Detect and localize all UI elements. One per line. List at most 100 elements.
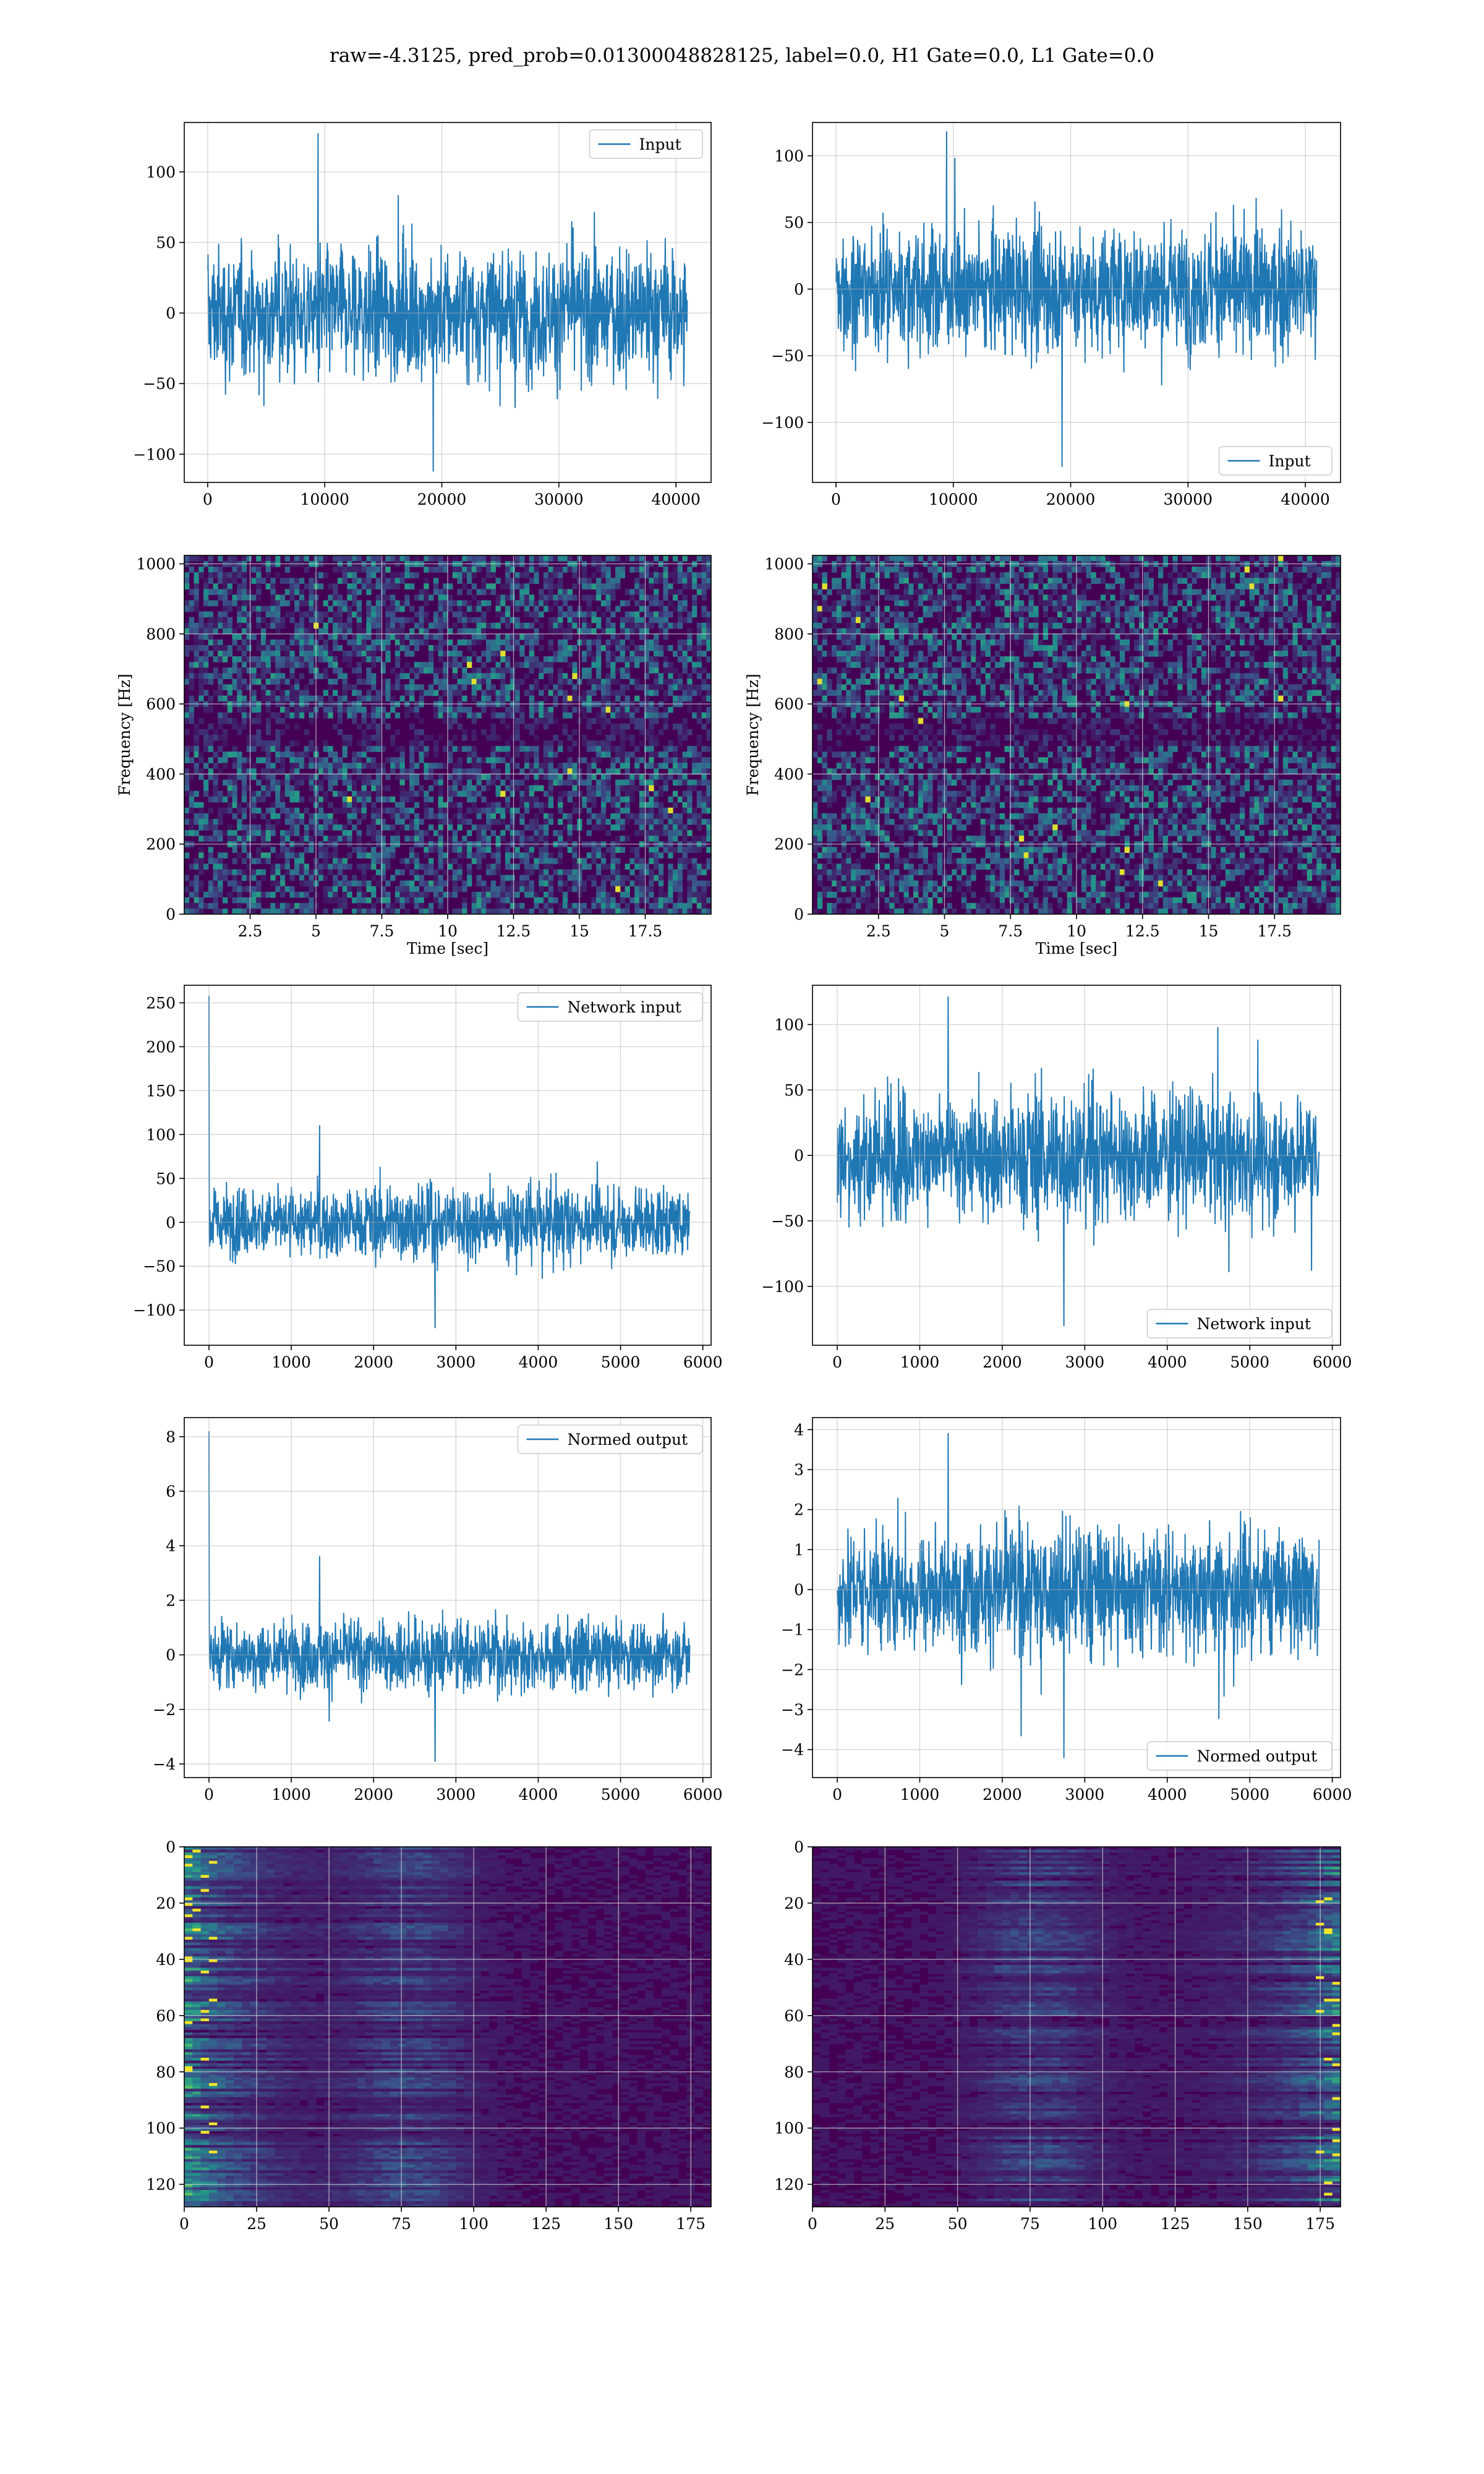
x-tick-label: 5000 [601,1353,641,1371]
y-tick-label: −3 [781,1701,804,1719]
legend: Input [1218,446,1333,476]
x-tick-label: 1000 [271,1353,311,1371]
legend: Network input [1146,1309,1333,1338]
x-tick-label: 30000 [1164,490,1213,508]
y-tick-label: 250 [146,994,176,1012]
y-tick-label: −4 [781,1741,804,1759]
x-tick-label: 5000 [1230,1353,1269,1371]
x-tick-label: 125 [531,2215,561,2233]
y-tick-label: 0 [794,905,804,923]
subplot-r4-c0: 0 25 50 75 100 125 150 175 0 20 40 60 80 100 120 [146,1838,712,2233]
plot-area [812,1847,1341,2207]
grid-lines [812,985,1341,1345]
y-tick-label: −50 [143,1257,176,1275]
y-tick-label: 100 [774,147,804,165]
x-tick-label: 3000 [1065,1353,1105,1371]
x-tick-label: 15 [1199,922,1219,940]
x-tick-label: 100 [459,2215,488,2233]
x-tick-label: 100 [1088,2215,1117,2233]
x-tick-label: 2000 [354,1786,393,1804]
y-tick-label: 60 [784,2007,804,2025]
x-tick-label: 6000 [1313,1786,1352,1804]
plot-area [208,995,691,1329]
legend-label: Normed output [1197,1747,1318,1765]
x-tick-label: 0 [179,2215,189,2233]
axes-frame [812,985,1341,1346]
y-tick-label: −100 [133,1301,176,1319]
y-axis-label: Frequency [Hz] [116,674,134,796]
grid-lines [184,122,711,482]
x-tick-label: 4000 [519,1353,558,1371]
x-tick-label: 0 [203,490,213,508]
x-tick-label: 50 [319,2215,339,2233]
subplot-r4-c1: 0 25 50 75 100 125 150 175 0 20 40 60 80 100 120 [774,1838,1341,2233]
x-tick-label: 40000 [651,490,701,508]
subplot-r1-c0: 2.5 5 7.5 10 12.5 15 17.5 0 200 400 600 800 1000 Time… [116,555,712,957]
x-tick-label: 30000 [534,490,584,508]
axes-frame [184,1846,712,2207]
ticks: 0 10000 20000 30000 40000 −100 −50 0 50 100 [133,163,701,508]
plot-area [184,1847,711,2207]
legend-label: Input [639,135,681,153]
x-tick-label: 150 [1233,2215,1263,2233]
y-tick-label: 100 [146,163,176,181]
ticks: 0 10000 20000 30000 40000 −100 −50 0 50 100 [761,147,1330,508]
y-tick-label: 50 [156,1170,176,1188]
x-axis-label: Time [sec] [1036,940,1117,957]
ticks: 0 1000 2000 3000 4000 5000 6000 −100 −50 0 50 100 [761,1016,1352,1371]
y-tick-label: −2 [153,1701,176,1719]
x-tick-label: 5 [311,922,321,940]
x-tick-label: 1000 [271,1786,311,1804]
x-tick-label: 0 [832,1786,842,1804]
y-tick-label: 20 [784,1894,804,1912]
x-tick-label: 15 [569,922,589,940]
plot-area [208,1431,691,1762]
y-tick-label: 50 [784,1081,804,1099]
x-tick-label: 5000 [1230,1786,1269,1804]
x-tick-label: 20000 [1046,490,1096,508]
y-tick-label: 4 [794,1421,804,1439]
grid-lines [184,555,711,915]
y-tick-label: 40 [784,1951,804,1969]
grid-lines [812,555,1341,915]
x-tick-label: 3000 [437,1353,476,1371]
x-tick-label: 75 [1020,2215,1040,2233]
heatmap-cells [812,1847,1341,2207]
y-tick-label: 800 [774,625,804,643]
axes-frame [184,122,712,483]
series-line [207,133,688,472]
x-tick-label: 0 [204,1786,214,1804]
ticks: 0 25 50 75 100 125 150 175 0 20 40 60 80 100 120 [774,1838,1335,2233]
y-tick-label: −1 [781,1621,804,1639]
x-tick-label: 17.5 [1257,922,1292,940]
legend-label: Input [1269,452,1311,470]
ticks: 2.5 5 7.5 10 12.5 15 17.5 0 200 400 600 800 1000 [764,555,1292,940]
y-tick-label: 0 [166,304,176,322]
axes-frame [184,1417,712,1778]
x-tick-label: 7.5 [370,922,394,940]
x-tick-label: 2000 [983,1353,1022,1371]
figure-suptitle: raw=-4.3125, pred_prob=0.01300048828125,… [0,45,1484,67]
ticks: 0 1000 2000 3000 4000 5000 6000 −100 −50 0 50 100 15… [133,994,722,1371]
x-tick-label: 175 [676,2215,706,2233]
x-tick-label: 12.5 [497,922,531,940]
x-tick-label: 20000 [417,490,467,508]
x-tick-label: 4000 [1148,1786,1187,1804]
x-tick-label: 2.5 [866,922,891,940]
subplot-r3-c1: Normed output 0 1000 2000 3000 4000 5000 6000 −4… [781,1417,1352,1804]
y-tick-label: −4 [153,1755,176,1773]
y-tick-label: 0 [166,905,176,923]
x-tick-label: 0 [204,1353,214,1371]
y-tick-label: 0 [166,1213,176,1231]
legend-box [1146,1309,1333,1338]
legend-box [517,1424,703,1454]
series-line [208,995,691,1329]
legend-label: Network input [568,998,681,1016]
legend: Network input [517,992,703,1022]
x-tick-label: 3000 [1065,1786,1105,1804]
y-tick-label: 200 [774,836,804,854]
grid-lines [184,1418,711,1778]
x-tick-label: 10 [438,922,458,940]
